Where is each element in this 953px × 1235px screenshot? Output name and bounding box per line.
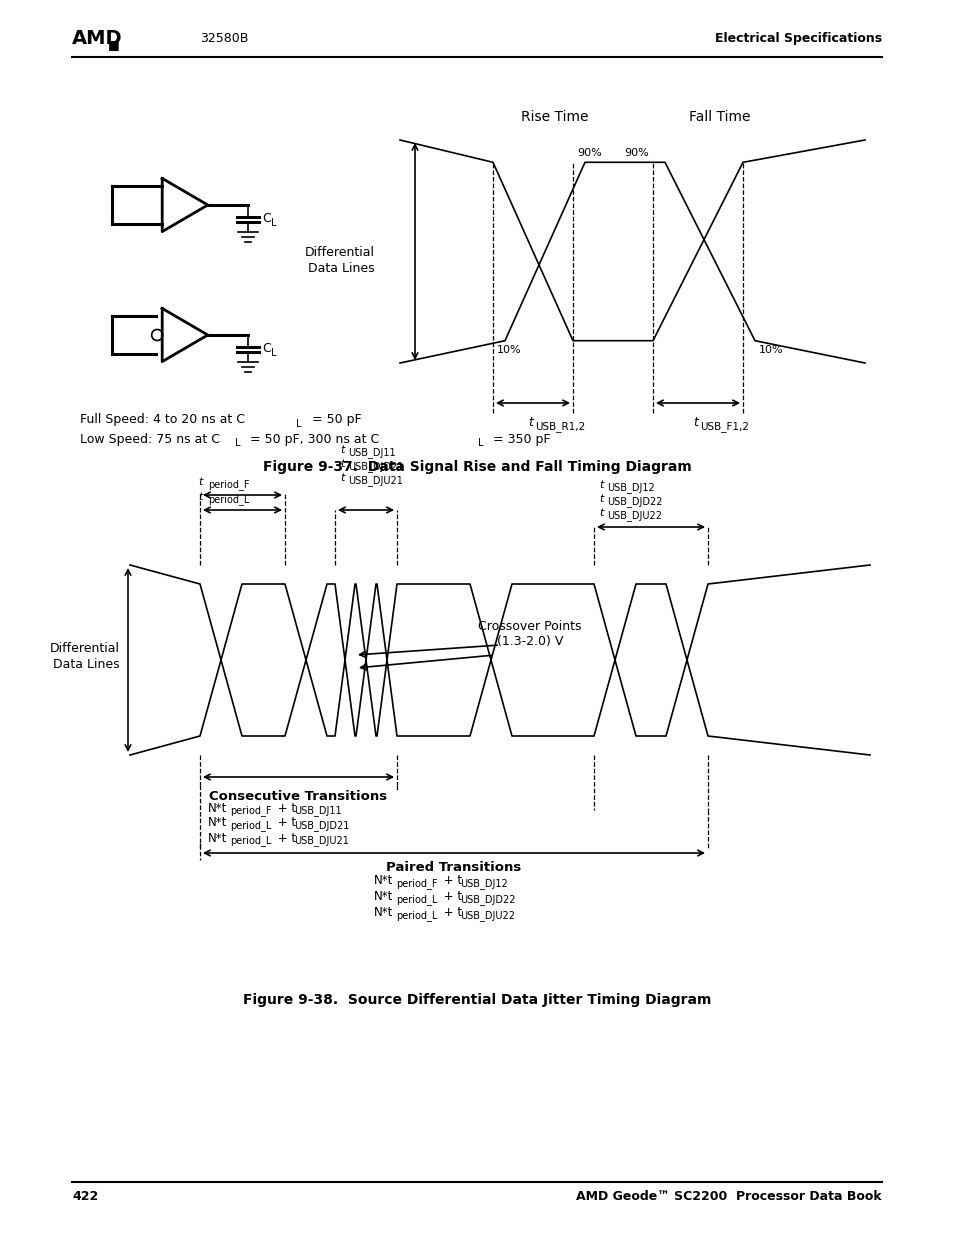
Text: (1.3-2.0) V: (1.3-2.0) V <box>497 636 562 648</box>
Text: N*t: N*t <box>374 906 393 920</box>
Text: t: t <box>527 416 533 430</box>
Text: USB_DJU22: USB_DJU22 <box>459 910 515 921</box>
Text: AMD Geode™ SC2200  Processor Data Book: AMD Geode™ SC2200 Processor Data Book <box>576 1191 882 1203</box>
Text: period_F: period_F <box>395 878 437 889</box>
Text: 10%: 10% <box>497 345 521 354</box>
Text: 32580B: 32580B <box>200 32 248 44</box>
Text: Data Lines: Data Lines <box>53 658 120 672</box>
Text: USB_R1,2: USB_R1,2 <box>535 421 584 432</box>
Text: USB_DJD21: USB_DJD21 <box>348 461 403 472</box>
Text: 422: 422 <box>71 1191 98 1203</box>
Text: 90%: 90% <box>623 148 648 158</box>
Text: Rise Time: Rise Time <box>520 110 588 124</box>
Text: = 50 pF: = 50 pF <box>308 414 361 426</box>
Text: period_L: period_L <box>395 910 436 921</box>
Text: L: L <box>271 348 276 358</box>
Text: L: L <box>477 438 483 448</box>
Text: Data Lines: Data Lines <box>308 263 375 275</box>
Text: Differential: Differential <box>305 246 375 258</box>
Text: AMD: AMD <box>71 28 123 48</box>
Text: Paired Transitions: Paired Transitions <box>386 861 521 874</box>
Text: ■: ■ <box>108 38 120 51</box>
Text: 90%: 90% <box>577 148 601 158</box>
Text: t: t <box>598 480 602 490</box>
Text: + t: + t <box>274 831 295 845</box>
Text: L: L <box>295 419 301 429</box>
Text: USB_DJ11: USB_DJ11 <box>348 447 395 458</box>
Text: t: t <box>692 416 698 430</box>
Text: Low Speed: 75 ns at C: Low Speed: 75 ns at C <box>80 432 220 446</box>
Text: Figure 9-37.  Data Signal Rise and Fall Timing Diagram: Figure 9-37. Data Signal Rise and Fall T… <box>262 459 691 474</box>
Text: period_F: period_F <box>208 479 250 490</box>
Text: + t: + t <box>439 874 461 888</box>
Text: t: t <box>598 494 602 504</box>
Text: period_L: period_L <box>230 836 271 846</box>
Text: Full Speed: 4 to 20 ns at C: Full Speed: 4 to 20 ns at C <box>80 414 245 426</box>
Text: Fall Time: Fall Time <box>688 110 750 124</box>
Text: N*t: N*t <box>208 816 227 830</box>
Text: USB_DJ12: USB_DJ12 <box>459 878 507 889</box>
Text: N*t: N*t <box>208 802 227 815</box>
Text: t: t <box>198 477 202 487</box>
Text: period_F: period_F <box>230 805 272 816</box>
Text: Consecutive Transitions: Consecutive Transitions <box>210 790 387 803</box>
Text: 10%: 10% <box>759 345 782 354</box>
Text: USB_DJ12: USB_DJ12 <box>606 482 654 493</box>
Text: t: t <box>198 492 202 501</box>
Text: Differential: Differential <box>50 641 120 655</box>
Text: = 350 pF: = 350 pF <box>489 432 550 446</box>
Text: USB_DJD22: USB_DJD22 <box>606 496 661 508</box>
Text: + t: + t <box>439 890 461 904</box>
Text: N*t: N*t <box>208 831 227 845</box>
Text: Crossover Points: Crossover Points <box>477 620 581 632</box>
Text: + t: + t <box>439 906 461 920</box>
Text: C: C <box>261 342 271 356</box>
Text: period_L: period_L <box>230 820 271 831</box>
Text: period_L: period_L <box>395 894 436 905</box>
Text: N*t: N*t <box>374 890 393 904</box>
Text: L: L <box>234 438 240 448</box>
Text: N*t: N*t <box>374 874 393 888</box>
Text: t: t <box>598 508 602 517</box>
Text: = 50 pF, 300 ns at C: = 50 pF, 300 ns at C <box>246 432 379 446</box>
Text: L: L <box>271 219 276 228</box>
Text: Electrical Specifications: Electrical Specifications <box>714 32 882 44</box>
Text: t: t <box>339 473 344 483</box>
Text: + t: + t <box>274 802 295 815</box>
Text: USB_DJU21: USB_DJU21 <box>294 836 349 846</box>
Text: + t: + t <box>274 816 295 830</box>
Text: USB_DJD21: USB_DJD21 <box>294 820 349 831</box>
Text: t: t <box>339 445 344 454</box>
Text: C: C <box>261 212 271 226</box>
Text: t: t <box>339 459 344 469</box>
Text: USB_DJU21: USB_DJU21 <box>348 475 402 487</box>
Text: USB_DJU22: USB_DJU22 <box>606 510 661 521</box>
Text: USB_F1,2: USB_F1,2 <box>700 421 748 432</box>
Text: USB_DJD22: USB_DJD22 <box>459 894 515 905</box>
Text: period_L: period_L <box>208 494 249 505</box>
Text: Figure 9-38.  Source Differential Data Jitter Timing Diagram: Figure 9-38. Source Differential Data Ji… <box>243 993 710 1007</box>
Text: USB_DJ11: USB_DJ11 <box>294 805 341 816</box>
